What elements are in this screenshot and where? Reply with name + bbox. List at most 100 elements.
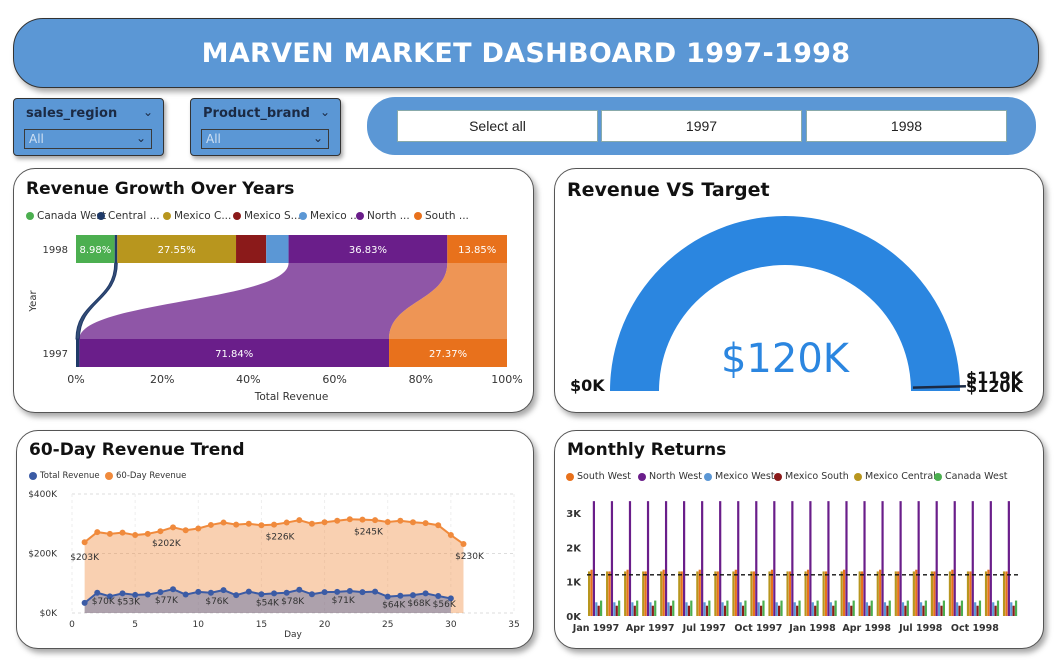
x-tick-label: Apr 1997 (626, 623, 675, 634)
data-point (119, 590, 126, 597)
bar (741, 605, 745, 616)
bar (1010, 602, 1013, 616)
data-point (308, 591, 315, 598)
legend-label: North ... (367, 210, 410, 222)
bar (631, 602, 634, 616)
bar (759, 605, 763, 616)
data-point (308, 520, 315, 527)
data-point (384, 593, 391, 600)
data-label: $245K (354, 528, 384, 538)
legend-item[interactable]: Mexico C... (163, 210, 231, 222)
chevron-down-icon[interactable]: ⌄ (319, 105, 330, 119)
data-point (397, 517, 404, 524)
bar (606, 571, 609, 616)
data-point (195, 588, 202, 595)
revenue-trend-chart: $400K $200K $0K 0 5 10 15 20 25 30 35 Day $203K $202K… (28, 490, 520, 640)
data-point (258, 591, 265, 598)
product-brand-dropdown[interactable]: All ⌄ (201, 129, 329, 149)
bar (984, 571, 988, 616)
legend-label: Mexico South (785, 471, 849, 482)
data-label: $64K (382, 601, 406, 611)
bar (716, 571, 719, 616)
legend-item[interactable]: Canada West (26, 210, 106, 222)
y-tick-label: 0K (566, 612, 582, 623)
data-point (359, 589, 366, 596)
bar-segment (266, 235, 289, 263)
bar (678, 571, 681, 616)
data-point (157, 528, 164, 535)
data-point (447, 595, 454, 602)
data-label: $70K (92, 597, 116, 607)
legend-marker (233, 212, 241, 220)
data-point (195, 525, 202, 532)
bar-segment (76, 235, 115, 263)
series-area (84, 589, 451, 613)
x-tick-label: 35 (508, 620, 519, 630)
bar (904, 605, 907, 616)
bar (951, 569, 954, 616)
bar (618, 600, 621, 616)
bar (806, 569, 810, 616)
legend-marker (163, 212, 171, 220)
legend-marker (105, 472, 113, 480)
legend-item[interactable]: South West (566, 471, 631, 482)
data-point (271, 521, 278, 528)
data-point (409, 592, 416, 599)
legend-item[interactable]: Mexico S... (233, 210, 301, 222)
legend-item[interactable]: Mexico South (774, 471, 849, 482)
data-point (346, 516, 353, 523)
bar (636, 600, 639, 616)
x-tick-label: Apr 1998 (842, 623, 891, 634)
legend-item[interactable]: Central ... (97, 210, 160, 222)
legend-label: Mexico West (715, 471, 775, 482)
legend-item[interactable]: Mexico ... (299, 210, 360, 222)
bar (780, 600, 783, 616)
legend-item[interactable]: Canada West (934, 471, 1008, 482)
year-1998-button[interactable]: 1998 (806, 110, 1007, 142)
data-point (296, 586, 303, 593)
legend-marker (566, 472, 574, 481)
data-label: $54K (256, 598, 280, 608)
bar (683, 501, 686, 616)
legend-label: Mexico Central (865, 471, 936, 482)
sales-region-dropdown[interactable]: All ⌄ (24, 129, 152, 149)
revenue-vs-target-card: Revenue VS Target $120K $0K $119K $120K (554, 168, 1044, 413)
legend-label: Central ... (108, 210, 160, 222)
data-point (233, 521, 240, 528)
bar (861, 571, 864, 616)
product-brand-slicer[interactable]: Product_brand ⌄ All ⌄ (190, 98, 341, 156)
legend-item[interactable]: Mexico Central (854, 471, 936, 482)
data-label: $56K (433, 600, 457, 610)
data-point (372, 517, 379, 524)
data-point (157, 589, 164, 596)
bar (840, 571, 843, 616)
legend-item[interactable]: North West (638, 471, 702, 482)
select-all-button[interactable]: Select all (397, 110, 598, 142)
data-point (422, 520, 429, 527)
bar (832, 605, 835, 616)
legend-item[interactable]: South ... (414, 210, 469, 222)
year-1997-button[interactable]: 1997 (601, 110, 802, 142)
bar (876, 571, 879, 616)
chevron-down-icon[interactable]: ⌄ (142, 105, 153, 119)
bar (1002, 571, 1006, 616)
sales-region-slicer[interactable]: sales_region ⌄ All ⌄ (13, 98, 164, 156)
legend-label: 60-Day Revenue (116, 471, 187, 481)
data-point (220, 587, 227, 594)
legend-label: Total Revenue (40, 471, 100, 481)
data-point (220, 519, 227, 526)
data-label: $77K (155, 596, 179, 606)
legend-item[interactable]: Total Revenue (29, 471, 100, 481)
legend-item[interactable]: Mexico West (704, 471, 775, 482)
x-tick-label: 0% (67, 373, 84, 386)
bar (669, 605, 672, 616)
legend-item[interactable]: North ... (356, 210, 410, 222)
data-point (119, 529, 126, 536)
legend-marker (97, 212, 105, 220)
bar (827, 501, 830, 616)
legend-marker (854, 472, 862, 481)
legend-item[interactable]: 60-Day Revenue (105, 471, 186, 481)
bar (852, 600, 855, 616)
data-point (182, 527, 189, 534)
legend-label: Mexico C... (174, 210, 232, 222)
